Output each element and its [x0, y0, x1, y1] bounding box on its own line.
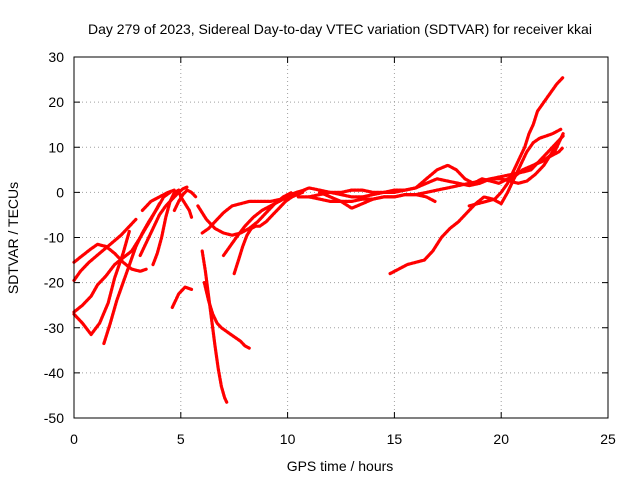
series-arc-20 [307, 134, 565, 203]
x-tick-label: 20 [493, 431, 509, 447]
series-arc-23 [510, 132, 565, 181]
series-arc-10 [170, 285, 194, 309]
series-arc-08 [172, 188, 198, 212]
series-arc-05 [102, 190, 172, 346]
series-arc-11 [200, 249, 229, 404]
y-tick-label: -20 [44, 275, 64, 291]
series-layer [72, 75, 565, 404]
y-tick-label: 0 [56, 184, 64, 200]
x-tick-label: 5 [177, 431, 185, 447]
series-arc-21 [388, 127, 563, 276]
series-arc-12 [202, 281, 251, 350]
series-arc-18 [296, 136, 563, 199]
y-tick-label: -50 [44, 410, 64, 426]
y-axis-label: SDTVAR / TECUs [5, 182, 21, 294]
series-arc-09 [140, 188, 176, 212]
x-tick-label: 10 [280, 431, 296, 447]
tick-layer: 0 5 10 15 20 25 -50 -40 -30 -20 -10 0 10 20 30 [44, 49, 616, 447]
x-axis-label: GPS time / hours [287, 458, 394, 474]
y-tick-label: -40 [44, 365, 64, 381]
series-arc-02 [72, 217, 138, 282]
series-arc-15 [232, 195, 294, 276]
x-tick-label: 25 [600, 431, 616, 447]
series-arc-06 [138, 185, 189, 258]
y-tick-label: -30 [44, 320, 64, 336]
y-tick-label: 30 [48, 49, 64, 65]
y-tick-label: 20 [48, 94, 64, 110]
series-arc-01 [72, 242, 149, 273]
series-arc-22 [467, 75, 565, 208]
plot-frame [73, 56, 609, 419]
series-arc-07 [151, 188, 194, 267]
y-tick-label: -10 [44, 230, 64, 246]
y-tick-label: 10 [48, 139, 64, 155]
chart-title: Day 279 of 2023, Sidereal Day-to-day VTE… [88, 21, 592, 37]
x-tick-label: 0 [70, 431, 78, 447]
x-tick-label: 15 [387, 431, 403, 447]
